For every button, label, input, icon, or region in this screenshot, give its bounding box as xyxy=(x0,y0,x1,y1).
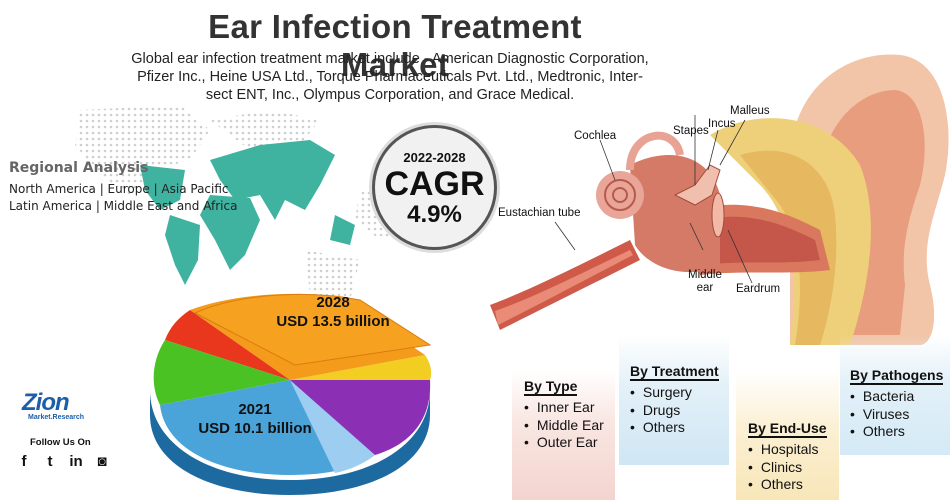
segment-list: Surgery Drugs Others xyxy=(630,384,729,437)
list-item: Others xyxy=(630,419,729,437)
cochlea-label: Cochlea xyxy=(574,130,617,142)
ear-anatomy-illustration: Cochlea Stapes Incus Malleus Eustachian … xyxy=(490,45,950,345)
logo-wordmark: Zion xyxy=(22,389,70,416)
page-title: Ear Infection Treatment Market xyxy=(208,8,582,83)
regional-analysis: Regional Analysis North America | Europe… xyxy=(9,160,237,215)
segment-list: Inner Ear Middle Ear Outer Ear xyxy=(524,399,615,452)
cagr-badge: 2022-2028 CAGR 4.9% xyxy=(372,125,497,250)
map-region-oceania xyxy=(330,215,355,245)
segment-title: By End-Use xyxy=(748,420,827,438)
list-item: Others xyxy=(850,423,950,441)
facebook-icon[interactable]: f xyxy=(21,452,27,470)
zion-logo[interactable]: Zion Market.Research xyxy=(22,389,92,422)
cagr-label: CAGR xyxy=(384,165,485,203)
segment-list: Bacteria Viruses Others xyxy=(850,388,950,441)
map-region-south-america xyxy=(165,215,200,285)
subtitle: Global ear infection treatment market in… xyxy=(120,50,660,104)
list-item: Outer Ear xyxy=(524,434,615,452)
segment-title: By Type xyxy=(524,378,578,396)
linkedin-icon[interactable]: in xyxy=(69,452,83,470)
pie-slice-green xyxy=(153,340,290,405)
pie-label-2021: 2021 USD 10.1 billion xyxy=(165,400,345,438)
twitter-icon[interactable]: t xyxy=(47,452,53,470)
pie-slice-yellow xyxy=(290,355,432,380)
list-item: Surgery xyxy=(630,384,729,402)
pie-slice-red xyxy=(165,310,290,380)
list-item: Middle Ear xyxy=(524,417,615,435)
instagram-icon[interactable]: ◙ xyxy=(97,452,107,470)
subtitle-line: Global ear infection treatment market in… xyxy=(131,51,649,67)
stapes-label: Stapes xyxy=(673,125,709,137)
regional-line: Latin America | Middle East and Africa xyxy=(9,199,238,213)
cagr-years: 2022-2028 xyxy=(403,150,466,165)
map-region-africa xyxy=(200,195,260,270)
pie-label-2028: 2028 USD 13.5 billion xyxy=(238,293,428,331)
regional-line: North America | Europe | Asia Pacific xyxy=(9,182,229,196)
social-links: f t in ◙ xyxy=(15,452,111,470)
middle-ear-label-line: ear xyxy=(696,282,714,294)
pie-label-value: USD 10.1 billion xyxy=(198,420,312,437)
list-item: Clinics xyxy=(748,459,839,477)
cagr-value: 4.9% xyxy=(407,201,462,228)
regional-heading: Regional Analysis xyxy=(9,160,149,176)
list-item: Drugs xyxy=(630,402,729,420)
eustachian-tube-label: Eustachian tube xyxy=(498,207,581,219)
list-item: Inner Ear xyxy=(524,399,615,417)
incus-label: Incus xyxy=(708,118,736,130)
malleus-label: Malleus xyxy=(730,105,770,117)
segment-by-type: By Type Inner Ear Middle Ear Outer Ear xyxy=(512,370,615,500)
list-item: Hospitals xyxy=(748,441,839,459)
map-region-europe-asia xyxy=(210,140,335,220)
pie-label-year: 2021 xyxy=(238,401,272,418)
middle-ear-label-line: Middle xyxy=(688,269,722,281)
market-size-pie: 2028 USD 13.5 billion 2021 USD 10.1 bill… xyxy=(140,285,440,495)
pie-slice-purple xyxy=(290,380,431,455)
segment-title: By Treatment xyxy=(630,363,719,381)
list-item: Others xyxy=(748,476,839,494)
pie-label-value: USD 13.5 billion xyxy=(276,313,390,330)
subtitle-line: sect ENT, Inc., Olympus Corporation, and… xyxy=(205,87,575,103)
ear-drawing xyxy=(490,54,949,345)
map-region-north-america xyxy=(140,165,185,210)
list-item: Viruses xyxy=(850,406,950,424)
pie-slice-light-blue xyxy=(290,380,375,473)
segment-by-pathogens: By Pathogens Bacteria Viruses Others xyxy=(840,335,950,455)
segment-by-treatment: By Treatment Surgery Drugs Others xyxy=(619,335,729,465)
segment-title: By Pathogens xyxy=(850,367,944,385)
pie-label-year: 2028 xyxy=(316,294,350,311)
segment-by-end-use: By End-Use Hospitals Clinics Others xyxy=(736,370,839,500)
eardrum-label: Eardrum xyxy=(736,283,781,295)
list-item: Bacteria xyxy=(850,388,950,406)
subtitle-line: Pfizer Inc., Heine USA Ltd., Torque Phar… xyxy=(137,69,643,85)
pie-drawing xyxy=(150,293,432,495)
pie-slice-blue xyxy=(160,380,375,475)
follow-us-label: Follow Us On xyxy=(30,437,91,448)
logo-subtitle: Market.Research xyxy=(28,414,85,421)
segment-list: Hospitals Clinics Others xyxy=(748,441,839,494)
middle-ear-label: Middle ear xyxy=(688,269,722,295)
